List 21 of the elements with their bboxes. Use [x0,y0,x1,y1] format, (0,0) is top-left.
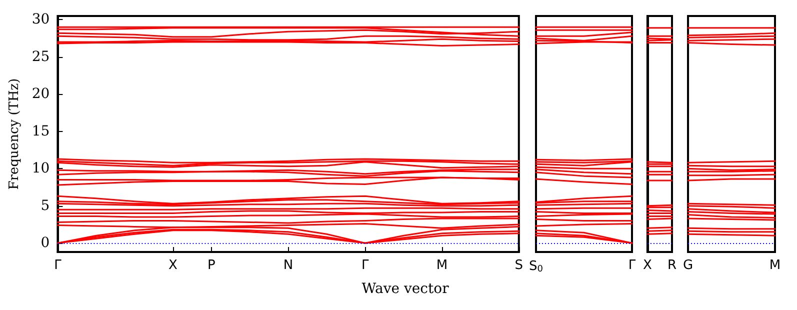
x-tick-label: Γ [362,258,370,273]
x-tick-label: Γ [628,258,636,273]
y-tick-label: 30 [32,12,50,28]
x-tick-label: N [283,258,294,273]
y-tick-label: 10 [32,160,50,177]
x-tick-label: R [667,258,677,273]
y-tick-label: 20 [32,86,50,102]
x-tick-label: G [683,258,694,273]
y-tick-label: 15 [32,123,50,140]
x-axis-title: Wave vector [362,281,450,297]
x-tick-label: Γ [54,258,62,273]
x-tick-label: S [514,258,524,273]
y-tick-label: 25 [32,48,50,65]
y-axis-title: Frequency (THz) [7,78,22,190]
x-tick-label: X [643,258,652,273]
y-tick-label: 0 [40,235,50,252]
x-tick-label: M [769,258,781,273]
x-tick-label: P [208,258,216,273]
x-tick-label: M [436,258,448,273]
x-tick-label: X [168,258,178,273]
y-tick-label: 5 [40,198,50,214]
